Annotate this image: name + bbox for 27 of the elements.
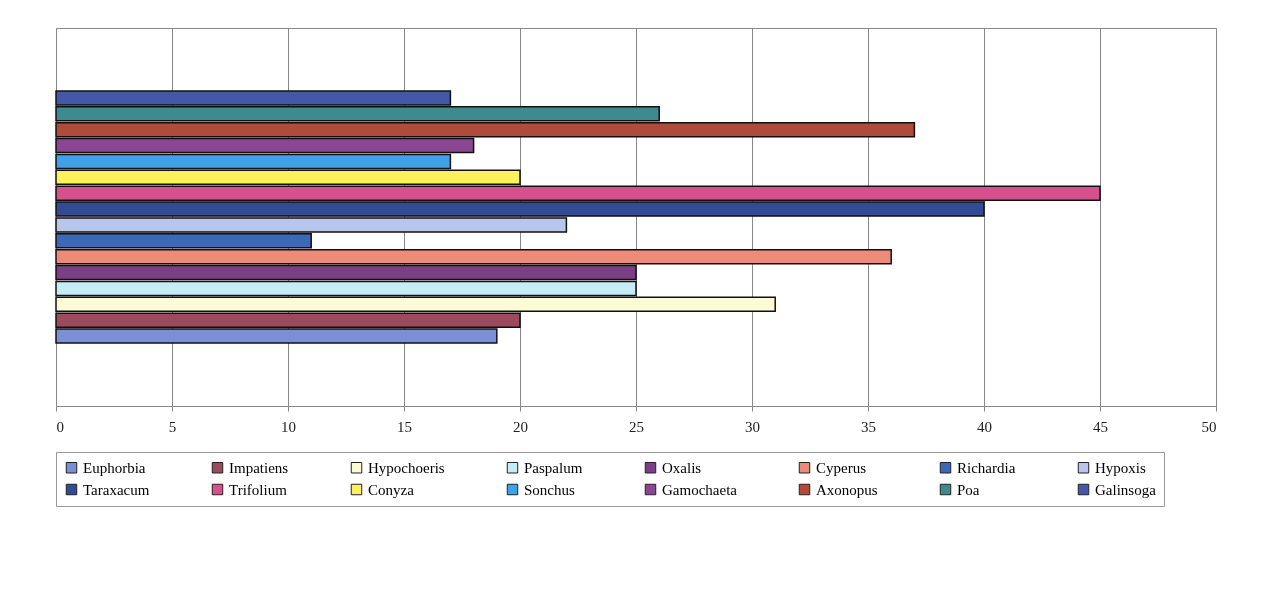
x-tick-label: 5 [168, 418, 177, 435]
legend-label: Euphorbia [83, 459, 146, 476]
legend-label: Impatiens [229, 459, 289, 476]
x-tick-label: 40 [977, 418, 992, 435]
legend-label: Hypoxis [1095, 459, 1146, 476]
legend-label: Poa [957, 481, 980, 498]
x-tick-label: 45 [1093, 418, 1108, 435]
legend-label: Hypochoeris [368, 459, 445, 476]
x-tick-label: 15 [397, 418, 412, 435]
x-tick-label: 25 [629, 418, 644, 435]
x-tick-label: 0 [56, 418, 64, 435]
legend-label: Axonopus [816, 481, 878, 498]
legend-label: Conyza [368, 481, 415, 498]
x-tick-label: 50 [1201, 418, 1217, 435]
legend-label: Oxalis [662, 459, 702, 476]
legend-label: Sonchus [524, 481, 575, 498]
legend-label: Paspalum [524, 459, 583, 476]
legend-label: Cyperus [816, 459, 867, 476]
x-tick-label: 30 [745, 418, 760, 435]
x-tick-label: 20 [513, 418, 528, 435]
x-tick-label: 35 [861, 418, 876, 435]
legend-label: Trifolium [229, 481, 288, 498]
x-tick-label: 10 [281, 418, 296, 435]
legend-label: Galinsoga [1095, 481, 1157, 498]
legend-label: Richardia [957, 459, 1016, 476]
legend-label: Gamochaeta [662, 481, 738, 498]
legend-label: Taraxacum [83, 481, 150, 498]
